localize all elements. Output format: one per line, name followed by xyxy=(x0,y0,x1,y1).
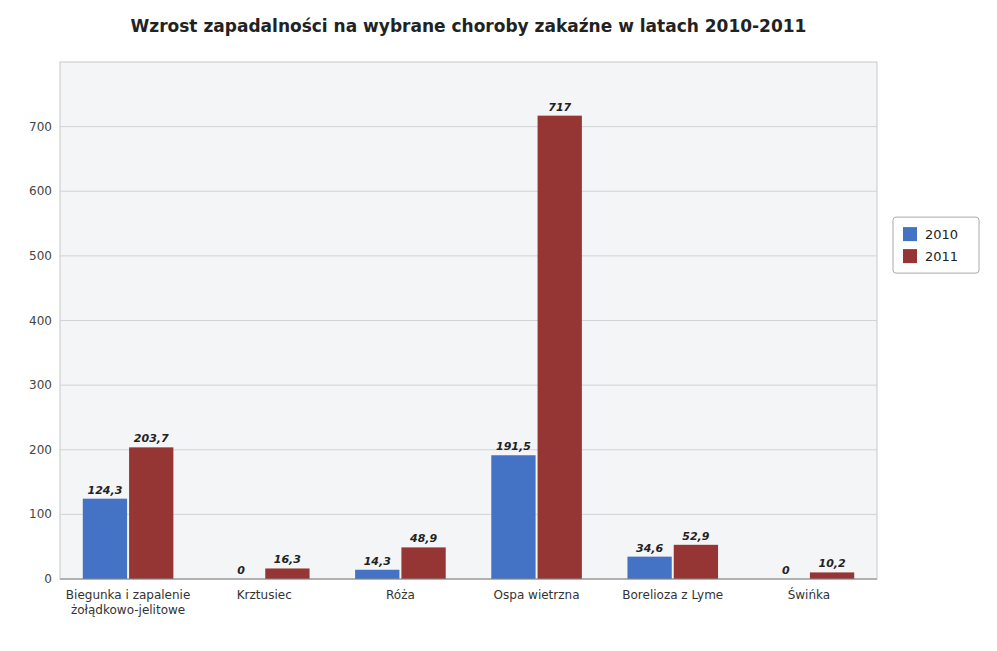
y-tick-label: 100 xyxy=(29,507,52,521)
data-label: 717 xyxy=(548,101,571,114)
grid-line xyxy=(60,514,877,515)
legend: 2010 2011 xyxy=(893,217,979,273)
data-labels: 124,3 0 14,3 191,5 34,6 0 203,7 16,3 48,9 717 52,9… xyxy=(88,101,846,577)
y-tick-label: 500 xyxy=(29,249,52,263)
legend-swatch xyxy=(903,249,917,263)
x-tick-label: Borelioza z Lyme xyxy=(622,588,723,602)
data-label: 48,9 xyxy=(409,532,437,545)
x-tick-label-line: Biegunka i zapalenie xyxy=(66,588,191,602)
plot-area xyxy=(60,62,877,579)
legend-label: 2011 xyxy=(925,249,958,264)
legend-swatch xyxy=(903,227,917,241)
bar xyxy=(674,545,718,579)
data-label: 14,3 xyxy=(364,555,391,568)
y-tick-label: 600 xyxy=(29,184,52,198)
y-tick-label: 300 xyxy=(29,378,52,392)
x-tick-label-line: Borelioza z Lyme xyxy=(622,588,723,602)
bar xyxy=(810,572,854,579)
grid-line xyxy=(60,320,877,321)
bar xyxy=(538,116,582,579)
grid-line xyxy=(60,449,877,450)
x-tick-label: Świńka xyxy=(788,587,830,602)
data-label: 0 xyxy=(237,564,245,577)
bar xyxy=(129,447,173,579)
data-label: 191,5 xyxy=(496,440,531,453)
bar xyxy=(627,557,671,579)
x-tick-label: Biegunka i zapalenieżołądkowo-jelitowe xyxy=(66,588,191,617)
bar xyxy=(401,547,445,579)
data-label: 34,6 xyxy=(636,542,663,555)
grid-line xyxy=(60,579,877,580)
y-axis: 0 100 200 300 400 500 600 700 xyxy=(29,120,877,586)
title: Wzrost zapadalności na wybrane choroby z… xyxy=(131,16,807,36)
x-tick-label-line: Ospa wietrzna xyxy=(494,588,580,602)
chart-svg: Wzrost zapadalności na wybrane choroby z… xyxy=(0,0,997,651)
y-tick-label: 700 xyxy=(29,120,52,134)
bars xyxy=(83,116,854,579)
y-tick-label: 200 xyxy=(29,443,52,457)
y-tick-label: 0 xyxy=(44,572,52,586)
data-label: 124,3 xyxy=(88,484,123,497)
x-tick-label-line: Krztusiec xyxy=(237,588,292,602)
x-tick-label: Ospa wietrzna xyxy=(494,588,580,602)
grid-line xyxy=(60,126,877,127)
x-tick-label-line: żołądkowo-jelitowe xyxy=(71,603,185,617)
bar xyxy=(491,455,535,579)
chart-container: Wzrost zapadalności na wybrane choroby z… xyxy=(0,0,997,651)
data-label: 52,9 xyxy=(682,530,709,543)
bar xyxy=(265,568,309,579)
legend-label: 2010 xyxy=(925,227,958,242)
y-tick-label: 400 xyxy=(29,314,52,328)
x-tick-label-line: Róża xyxy=(386,588,415,602)
bar xyxy=(83,499,127,579)
grid-line xyxy=(60,255,877,256)
grid-line xyxy=(60,191,877,192)
legend-frame xyxy=(893,217,979,273)
data-label: 0 xyxy=(782,564,790,577)
x-tick-label: Krztusiec xyxy=(237,588,292,602)
x-tick-label-line: Świńka xyxy=(788,587,830,602)
x-axis: Biegunka i zapalenieżołądkowo-jelitowe Kr… xyxy=(66,587,830,617)
data-label: 16,3 xyxy=(274,553,301,566)
grid-line xyxy=(60,385,877,386)
x-tick-label: Róża xyxy=(386,588,415,602)
bar xyxy=(355,570,399,579)
x-axis-line xyxy=(60,579,877,580)
data-label: 10,2 xyxy=(818,557,845,570)
data-label: 203,7 xyxy=(134,432,169,445)
